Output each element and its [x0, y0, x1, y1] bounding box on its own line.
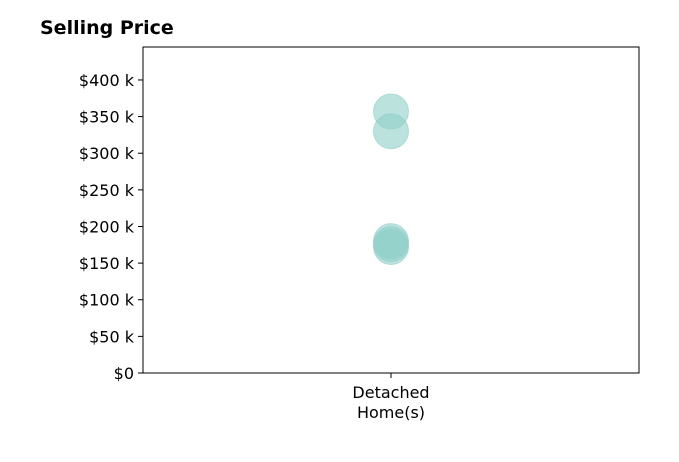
y-axis: $0 $50 k $100 k $150 k $200 k $250 k $300 k $35… — [79, 71, 143, 383]
x-tick-label: Detached Home(s) — [352, 383, 429, 422]
data-point — [373, 228, 409, 265]
y-tick-label: $400 k — [79, 71, 135, 90]
y-tick-label: $300 k — [79, 144, 135, 163]
y-tick-label: $50 k — [89, 327, 135, 346]
y-tick-label: $0 — [114, 364, 134, 383]
y-tick-label: $100 k — [79, 291, 135, 310]
chart-title: Selling Price — [40, 17, 174, 39]
x-axis: Detached Home(s) — [352, 373, 430, 422]
y-tick-label: $150 k — [79, 254, 135, 273]
y-tick-label: $200 k — [79, 217, 135, 236]
y-tick-label: $250 k — [79, 181, 135, 200]
data-point — [373, 113, 409, 150]
y-tick-label: $350 k — [79, 108, 135, 127]
data-points — [373, 93, 409, 265]
